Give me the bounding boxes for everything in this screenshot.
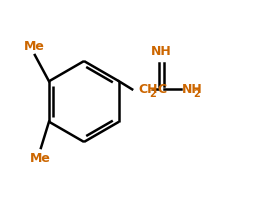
Text: 2: 2 [149,89,156,99]
Text: CH: CH [138,82,158,95]
Text: Me: Me [23,40,44,53]
Text: 2: 2 [193,89,200,99]
Text: NH: NH [182,82,203,95]
Text: NH: NH [151,45,172,58]
Text: Me: Me [30,151,50,164]
Text: C: C [157,82,166,95]
